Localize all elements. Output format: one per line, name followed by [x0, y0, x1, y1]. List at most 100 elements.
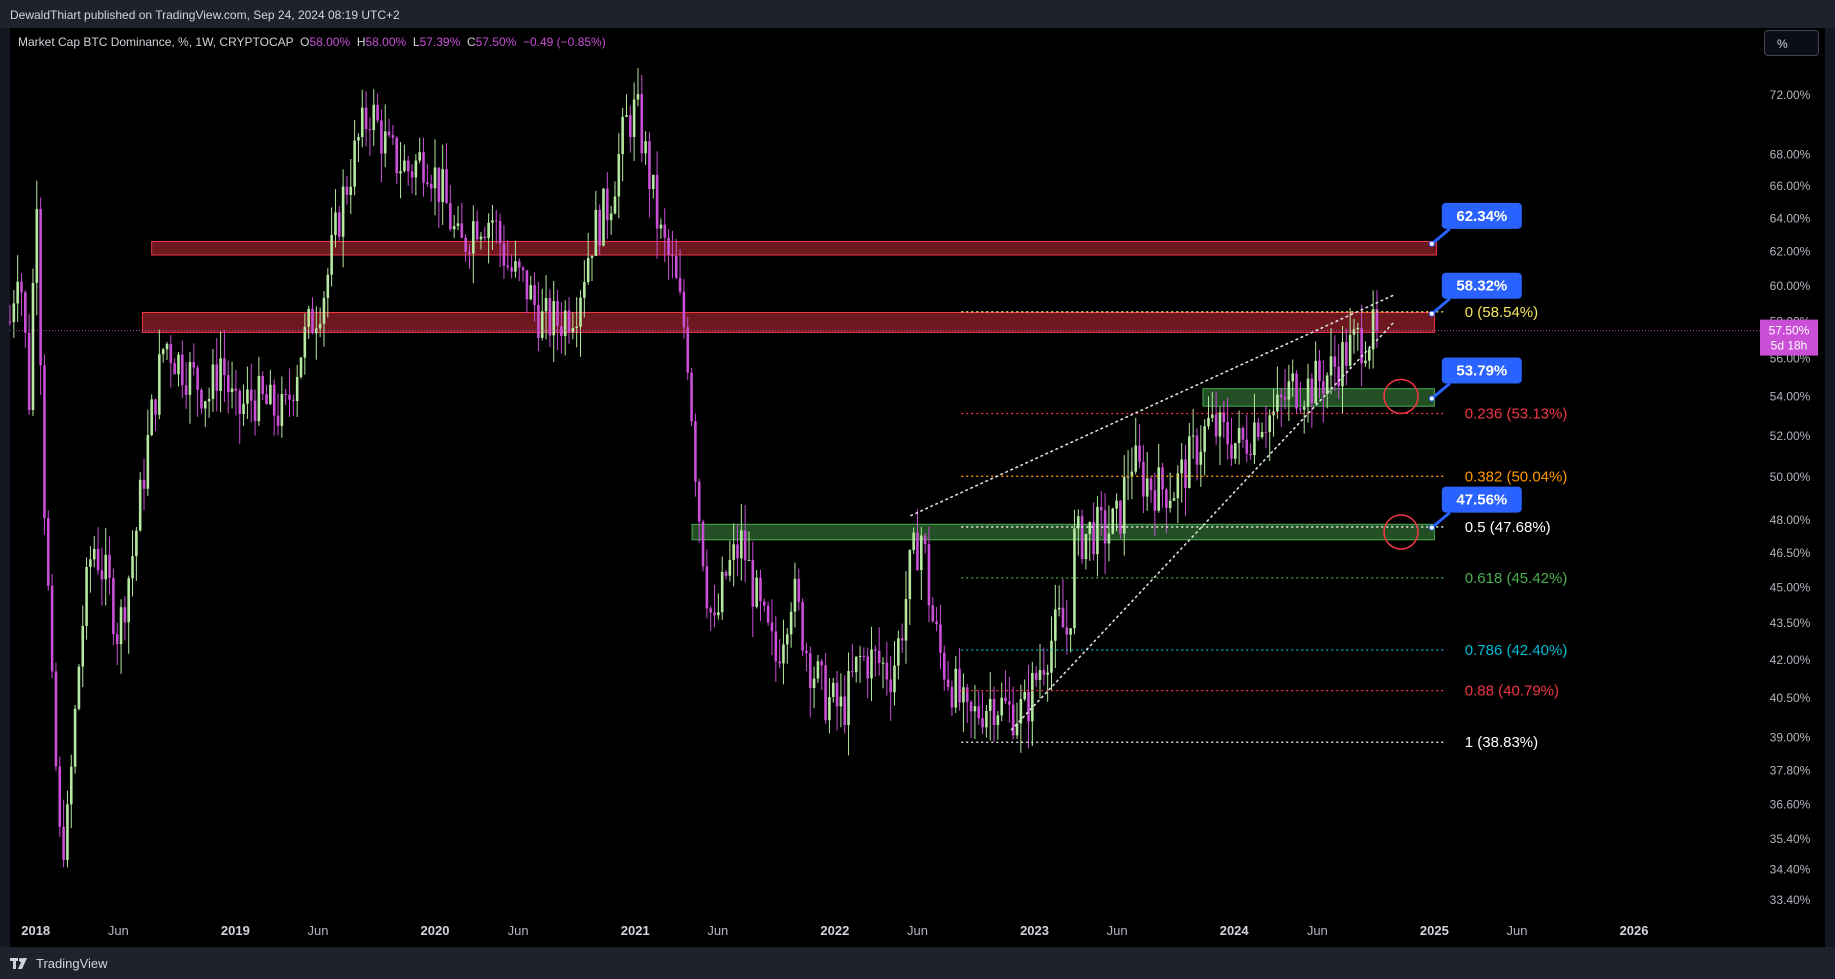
- candle-body-36: [146, 435, 150, 489]
- x-tick-15: Jun: [1506, 923, 1527, 938]
- fib-label-3: 0.5 (47.68%): [1465, 519, 1551, 536]
- candle-body-24: [100, 570, 104, 580]
- candle-body-271: [1046, 672, 1049, 675]
- candle-body-170: [659, 224, 663, 229]
- candle-body-219: [847, 671, 850, 725]
- fib-label-6: 0.88 (40.79%): [1465, 683, 1559, 700]
- fib-label-5: 0.786 (42.40%): [1465, 642, 1568, 659]
- close-label: C: [466, 35, 476, 49]
- candle-body-191: [740, 530, 743, 559]
- callout-anchor-3: [1428, 524, 1435, 531]
- candle-body-213: [824, 665, 827, 721]
- y-tick-2: 66.00%: [1770, 179, 1811, 193]
- candle-body-7: [35, 209, 39, 283]
- candle-body-25: [104, 554, 108, 580]
- candle-body-111: [433, 167, 437, 189]
- candle-body-341: [1314, 360, 1317, 404]
- zone-red-0: [151, 240, 1438, 256]
- candle-body-186: [720, 572, 724, 613]
- fib-label-1: 0.236 (53.13%): [1465, 405, 1568, 422]
- percent-scale-button[interactable]: %: [1764, 30, 1819, 56]
- candle-body-164: [636, 94, 640, 100]
- candle-body-202: [782, 644, 785, 664]
- candle-body-134: [521, 267, 525, 271]
- candle-body-246: [950, 686, 954, 708]
- callout-pointer-2: [1430, 382, 1451, 400]
- candle-body-81: [318, 323, 322, 329]
- candle-body-78: [307, 308, 310, 327]
- candle-body-18: [77, 666, 81, 709]
- x-tick-16: 2026: [1620, 923, 1649, 938]
- candle-body-124: [483, 236, 487, 239]
- candle-body-209: [808, 653, 812, 688]
- callout-box-3: [1441, 486, 1522, 513]
- callout-pointer-0: [1430, 227, 1451, 246]
- candle-body-176: [682, 291, 686, 328]
- candle-body-180: [697, 481, 701, 522]
- candle-body-240: [927, 544, 931, 606]
- change-value: −0.49 (−0.85%): [522, 35, 606, 49]
- candle-body-79: [311, 308, 314, 334]
- candle-body-247: [954, 668, 958, 708]
- candle-body-15: [66, 804, 69, 860]
- x-tick-3: Jun: [307, 923, 328, 938]
- candle-body-153: [594, 209, 598, 256]
- candle-body-42: [169, 343, 173, 364]
- candle-body-23: [96, 548, 100, 571]
- candle-body-188: [728, 559, 732, 576]
- candle-body-348: [1341, 342, 1344, 387]
- candle-body-243: [939, 624, 942, 653]
- high-value: 58.00%: [365, 35, 407, 49]
- callout-anchor-1: [1428, 310, 1435, 317]
- candle-body-211: [816, 661, 820, 679]
- candle-body-304: [1172, 498, 1176, 501]
- x-tick-1: Jun: [108, 923, 129, 938]
- candle-body-252: [973, 706, 977, 712]
- open-label: O: [300, 35, 310, 49]
- candle-body-47: [188, 361, 192, 395]
- candle-body-17: [73, 708, 77, 767]
- candle-body-339: [1306, 378, 1310, 407]
- callout-label-2: 53.79%: [1456, 363, 1507, 380]
- candle-body-338: [1302, 406, 1306, 410]
- y-tick-0: 72.00%: [1770, 88, 1811, 102]
- candle-body-194: [751, 560, 755, 607]
- candle-body-13: [58, 766, 62, 827]
- candle-body-325: [1253, 422, 1256, 456]
- candle-body-199: [770, 622, 774, 632]
- candle-body-88: [345, 186, 349, 195]
- candle-body-132: [514, 261, 517, 272]
- tradingview-brand[interactable]: TradingView: [10, 956, 108, 971]
- candle-body-249: [962, 687, 965, 703]
- candle-body-322: [1241, 427, 1245, 440]
- candle-body-41: [165, 343, 169, 350]
- fib-label-2: 0.382 (50.04%): [1465, 468, 1568, 485]
- candle-body-223: [862, 655, 866, 657]
- publisher-info: DewaldThiart published on TradingView.co…: [10, 8, 400, 22]
- candle-body-87: [341, 186, 345, 237]
- candle-body-268: [1034, 673, 1038, 680]
- chart-frame[interactable]: [10, 28, 1825, 947]
- candle-body-200: [774, 631, 778, 662]
- candle-body-51: [203, 401, 207, 409]
- zone-red-1: [141, 312, 1435, 333]
- candle-body-93: [364, 107, 368, 130]
- candle-body-280: [1080, 516, 1084, 559]
- candle-body-279: [1076, 516, 1080, 529]
- candle-body-117: [456, 223, 460, 227]
- highlight-circle-1: [1383, 514, 1419, 550]
- low-label: L: [412, 35, 420, 49]
- candle-body-16: [69, 766, 73, 805]
- candle-body-354: [1364, 360, 1367, 364]
- candle-body-222: [858, 655, 862, 657]
- candle-body-272: [1050, 640, 1053, 673]
- candle-body-4: [24, 292, 27, 333]
- candle-body-181: [701, 521, 705, 567]
- candle-body-77: [303, 326, 307, 358]
- x-tick-2: 2019: [221, 923, 250, 938]
- candle-body-307: [1184, 459, 1187, 488]
- open-value: 58.00%: [309, 35, 351, 49]
- candle-body-27: [112, 577, 115, 635]
- candle-body-257: [992, 698, 996, 726]
